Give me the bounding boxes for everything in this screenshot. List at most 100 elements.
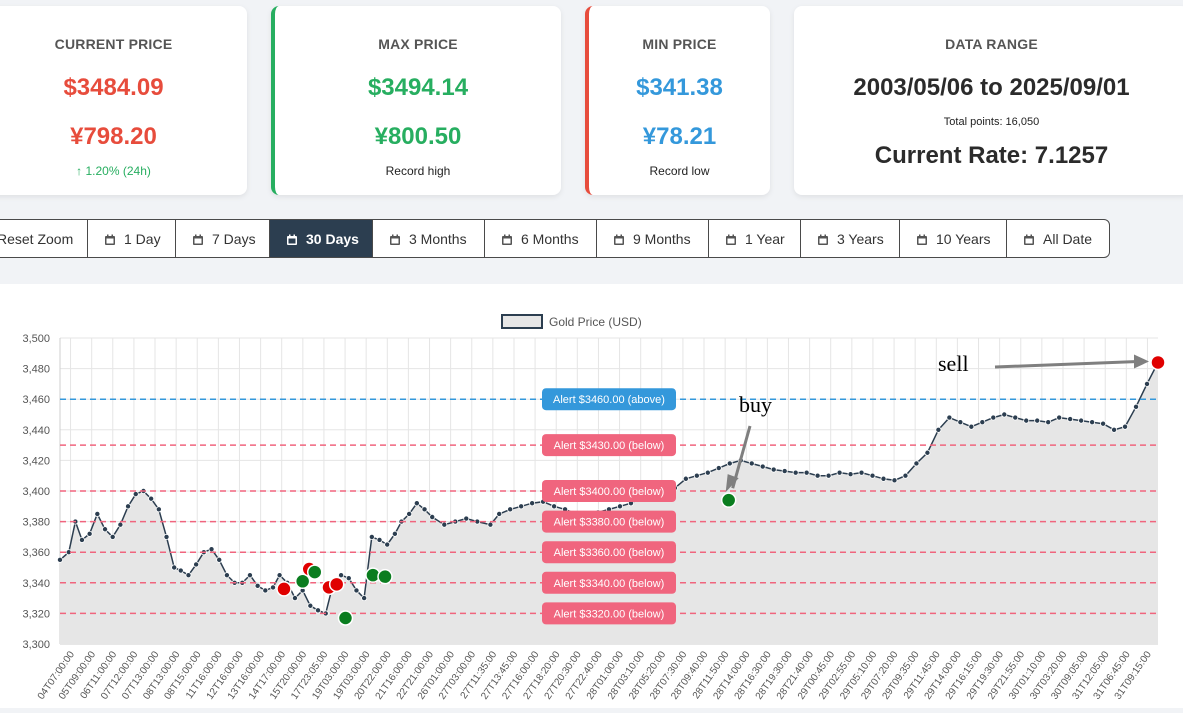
data-point <box>148 495 155 502</box>
y-tick-label: 3,360 <box>22 547 50 559</box>
data-point <box>891 477 898 484</box>
data-point <box>825 472 832 479</box>
current-rate: Current Rate: 7.1257 <box>874 142 1109 169</box>
data-point <box>163 533 170 540</box>
data-point <box>616 503 623 510</box>
y-tick-label: 3,320 <box>22 608 50 620</box>
range-30-days-label: 30 Days <box>306 230 359 247</box>
data-point <box>1012 414 1019 421</box>
data-point <box>463 515 470 522</box>
y-tick-label: 3,380 <box>22 517 50 529</box>
data-point <box>715 465 722 472</box>
data-point <box>1122 423 1129 430</box>
data-point <box>94 510 101 517</box>
data-point <box>814 472 821 479</box>
data-point <box>345 575 352 582</box>
data-point <box>726 460 733 467</box>
range-3-years-button[interactable]: 3 Years <box>801 220 900 257</box>
data-point <box>315 607 322 614</box>
alert-label-box <box>542 480 676 502</box>
data-point <box>1045 419 1052 426</box>
range-3-years-label: 3 Years <box>837 230 884 247</box>
data-point <box>946 414 953 421</box>
reset-zoom-button[interactable]: Reset Zoom <box>0 220 88 257</box>
data-point <box>185 572 192 579</box>
y-tick-label: 3,440 <box>22 425 50 437</box>
data-point <box>353 587 360 594</box>
calendar-icon <box>817 233 829 245</box>
data-point <box>78 536 85 543</box>
max-price-cny: ¥800.50 <box>374 123 462 150</box>
data-point <box>291 595 298 602</box>
calendar-icon <box>613 233 625 245</box>
alert-label-box <box>542 434 676 457</box>
data-point <box>880 475 887 482</box>
data-point <box>759 463 766 470</box>
range-9-months-label: 9 Months <box>633 230 691 247</box>
range-7-days-label: 7 Days <box>212 230 256 247</box>
range-3-months-button[interactable]: 3 Months <box>373 220 485 257</box>
data-point <box>338 572 345 579</box>
y-tick-label: 3,400 <box>22 486 50 498</box>
data-point <box>441 521 448 528</box>
data-point <box>902 472 909 479</box>
calendar-icon <box>286 233 298 245</box>
range-all-date-button[interactable]: All Date <box>1007 220 1109 257</box>
data-point <box>1133 403 1140 410</box>
range-30-days-button[interactable]: 30 Days <box>270 220 373 257</box>
data-point <box>704 469 711 476</box>
max-price-title: MAX PRICE <box>378 36 458 52</box>
alert-label: Alert $3320.00 (below) <box>554 608 665 620</box>
range-7-days-button[interactable]: 7 Days <box>176 220 270 257</box>
data-point <box>254 582 261 589</box>
min-price-note: Record low <box>649 164 710 178</box>
data-point <box>935 426 942 433</box>
data-point <box>171 564 178 571</box>
alert-label: Alert $3400.00 (below) <box>554 486 665 498</box>
legend-swatch <box>501 314 543 329</box>
sell-marker <box>276 581 292 597</box>
range-6-months-button[interactable]: 6 Months <box>485 220 597 257</box>
min-price-title: MIN PRICE <box>642 36 717 52</box>
data-point <box>246 572 253 579</box>
data-point <box>1111 426 1118 433</box>
data-point <box>208 546 215 553</box>
y-tick-label: 3,500 <box>22 333 50 345</box>
gold-price-chart[interactable]: 3,300 3,320 3,340 3,360 3,380 3,400 3,420 3,440… <box>0 284 1183 708</box>
data-point <box>1023 417 1030 424</box>
data-point <box>507 506 514 513</box>
range-1-year-button[interactable]: 1 Year <box>709 220 801 257</box>
data-range-title: DATA RANGE <box>945 36 1038 52</box>
data-point <box>86 530 93 537</box>
data-range-card: DATA RANGE 2003/05/06 to 2025/09/01 Tota… <box>794 6 1183 195</box>
buy-marker <box>377 568 393 585</box>
data-point <box>770 466 777 473</box>
current-price-cny: ¥798.20 <box>70 123 157 150</box>
data-point <box>276 572 283 579</box>
data-point <box>781 468 788 475</box>
data-point <box>990 414 997 421</box>
sell-arrow <box>994 359 1139 369</box>
range-6-months-label: 6 Months <box>521 230 579 247</box>
data-point <box>307 602 314 609</box>
total-points: Total points: 16,050 <box>943 116 1040 128</box>
data-point <box>193 561 200 568</box>
price-change-value: 1.20% (24h) <box>85 164 151 178</box>
data-point <box>270 584 277 591</box>
data-point <box>376 536 383 543</box>
data-point <box>487 521 494 528</box>
max-price-note: Record high <box>385 164 451 178</box>
y-tick-label: 3,480 <box>22 364 50 376</box>
data-point <box>496 510 503 517</box>
data-point <box>223 572 230 579</box>
data-point <box>803 469 810 476</box>
data-point <box>858 469 865 476</box>
buy-marker <box>306 564 323 580</box>
buy-marker <box>294 573 311 590</box>
range-1-day-button[interactable]: 1 Day <box>88 220 176 257</box>
range-toolbar: Reset Zoom 1 Day 7 Days 30 Days 3 Months… <box>0 219 1110 258</box>
range-10-years-button[interactable]: 10 Years <box>900 220 1007 257</box>
range-9-months-button[interactable]: 9 Months <box>597 220 709 257</box>
buy-annotation: buy <box>739 392 772 417</box>
data-point <box>216 556 223 563</box>
